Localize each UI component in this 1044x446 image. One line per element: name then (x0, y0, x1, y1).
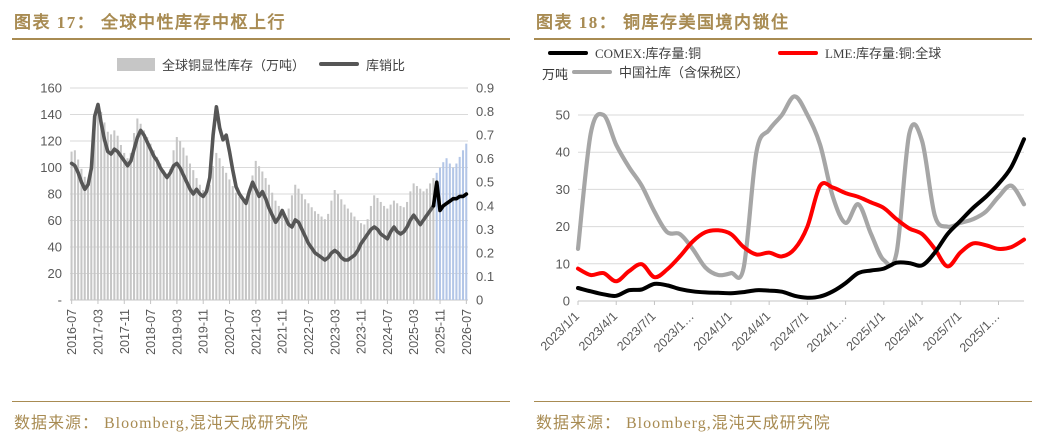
svg-text:2023/1/1: 2023/1/1 (538, 309, 582, 353)
legend-item-comex: COMEX:库存量:铜 (548, 43, 778, 62)
svg-text:0: 0 (563, 294, 570, 309)
footer-divider (12, 401, 510, 402)
lme-line-swatch (778, 50, 818, 55)
svg-text:0.2: 0.2 (476, 245, 494, 260)
data-source-text: 数据来源： Bloomberg,混沌天成研究院 (14, 415, 309, 432)
svg-text:2017-03: 2017-03 (91, 309, 105, 355)
global-copper-inventory-chart: 160 140 120 100 80 60 40 20 - 0.9 0.8 0.7 0.6 0.5 0.4 0… (40, 81, 494, 355)
svg-text:50: 50 (556, 108, 570, 123)
svg-text:2022-07: 2022-07 (302, 309, 316, 355)
legend-label-bars: 全球铜显性库存（万吨） (161, 57, 305, 73)
svg-text:2026-07: 2026-07 (460, 309, 474, 355)
line-swatch (319, 62, 359, 66)
svg-text:140: 140 (40, 107, 62, 122)
svg-text:2024/1…: 2024/1… (804, 309, 850, 355)
svg-text:20: 20 (48, 266, 62, 281)
panel-chart-17: 图表 17： 全球中性库存中枢上行 全球铜显性库存（万吨） 库销比 160 140… (12, 13, 510, 442)
svg-text:2024/1/1: 2024/1/1 (691, 309, 735, 353)
svg-text:0.7: 0.7 (476, 128, 494, 143)
title-divider (534, 38, 1032, 40)
svg-text:0.5: 0.5 (476, 175, 494, 190)
svg-text:2017-11: 2017-11 (118, 309, 132, 354)
footer-divider (534, 401, 1032, 402)
china-line-swatch (572, 69, 612, 74)
legend-row-1: COMEX:库存量:铜 LME:库存量:铜:全球 (548, 43, 1032, 62)
svg-text:2024/4/1: 2024/4/1 (729, 309, 773, 353)
title-divider (12, 38, 510, 40)
y-axis-unit-label: 万吨 (542, 67, 569, 82)
svg-text:2024-07: 2024-07 (381, 309, 395, 355)
legend-item-bars: 全球铜显性库存（万吨） (116, 55, 305, 74)
svg-text:2021-11: 2021-11 (276, 309, 290, 354)
svg-text:0: 0 (476, 293, 483, 308)
legend-label-line: 库销比 (366, 57, 406, 73)
svg-text:80: 80 (48, 187, 62, 202)
svg-text:2023/4/1: 2023/4/1 (576, 309, 620, 353)
legend-label-china: 中国社库（含保税区） (619, 65, 750, 80)
svg-text:10: 10 (556, 256, 570, 271)
svg-text:0.3: 0.3 (476, 222, 494, 237)
svg-text:30: 30 (556, 182, 570, 197)
legend-row-2: 中国社库（含保税区） (572, 62, 1032, 81)
svg-text:2019-03: 2019-03 (170, 309, 184, 355)
svg-text:2019-11: 2019-11 (197, 309, 211, 354)
svg-text:2023-11: 2023-11 (355, 309, 369, 354)
svg-text:2023/1…: 2023/1… (651, 309, 697, 355)
svg-text:2025/1/1: 2025/1/1 (844, 309, 888, 353)
svg-text:0.4: 0.4 (476, 198, 494, 213)
svg-text:0.9: 0.9 (476, 81, 494, 96)
svg-text:40: 40 (48, 240, 62, 255)
svg-text:2021-03: 2021-03 (249, 309, 263, 355)
chart-17-title: 图表 17： 全球中性库存中枢上行 (14, 13, 286, 32)
chart-17-legend: 全球铜显性库存（万吨） 库销比 (12, 54, 510, 74)
legend-label-lme: LME:库存量:铜:全球 (825, 46, 942, 61)
bar-swatch (116, 57, 155, 71)
svg-text:40: 40 (556, 145, 570, 160)
panel-chart-18: 图表 18： 铜库存美国境内锁住 COMEX:库存量:铜 LME:库存量:铜:全… (522, 0, 1044, 446)
comex-line-swatch (548, 50, 588, 55)
chart-18-legend: COMEX:库存量:铜 LME:库存量:铜:全球 中国社库（含保税区） 万吨 (542, 43, 1032, 82)
svg-text:2020-07: 2020-07 (223, 309, 237, 355)
svg-text:2025/4/1: 2025/4/1 (882, 309, 926, 353)
chart-17-footer: 数据来源： Bloomberg,混沌天成研究院 (12, 401, 510, 442)
svg-text:-: - (58, 293, 62, 308)
chart-18-footer: 数据来源： Bloomberg,混沌天成研究院 (534, 401, 1032, 442)
svg-text:160: 160 (40, 81, 62, 96)
svg-text:60: 60 (48, 213, 62, 228)
svg-text:20: 20 (556, 219, 570, 234)
svg-text:0.1: 0.1 (476, 269, 494, 284)
data-source-text: 数据来源： Bloomberg,混沌天成研究院 (536, 415, 831, 432)
svg-text:0.8: 0.8 (476, 104, 494, 119)
svg-text:2025/1…: 2025/1… (957, 309, 1003, 355)
chart-18-title: 图表 18： 铜库存美国境内锁住 (536, 13, 790, 32)
legend-item-line: 库销比 (319, 55, 405, 74)
svg-text:2025-03: 2025-03 (407, 309, 421, 355)
svg-text:100: 100 (40, 160, 62, 175)
svg-text:2016-07: 2016-07 (65, 309, 79, 355)
copper-inventory-comparison-chart: 504030201002023/1/12023/4/12023/7/12023/… (538, 94, 1027, 355)
svg-text:2025-11: 2025-11 (434, 309, 448, 354)
svg-text:0.6: 0.6 (476, 151, 494, 166)
svg-text:120: 120 (40, 134, 62, 149)
svg-text:2023-03: 2023-03 (328, 309, 342, 355)
svg-text:2018-07: 2018-07 (144, 309, 158, 355)
legend-label-comex: COMEX:库存量:铜 (595, 46, 702, 61)
legend-item-china: 中国社库（含保税区） (572, 62, 749, 81)
legend-item-lme: LME:库存量:铜:全球 (778, 43, 941, 62)
